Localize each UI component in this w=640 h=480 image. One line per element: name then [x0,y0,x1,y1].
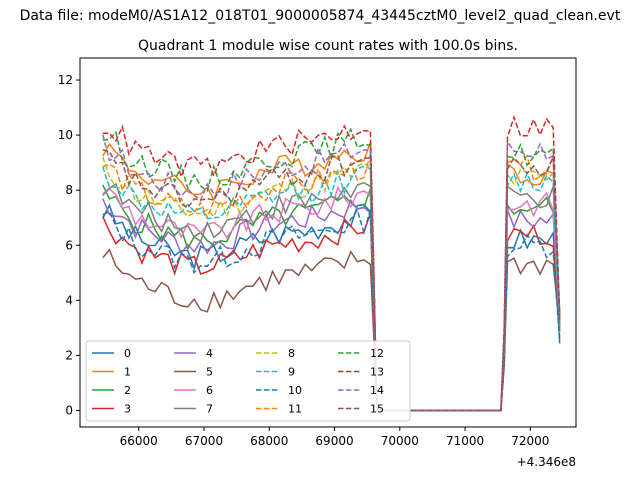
x-tick-label: 71000 [446,434,484,448]
y-tick-label: 2 [65,348,73,362]
legend-label-4: 4 [206,347,213,360]
legend-label-5: 5 [206,366,213,379]
legend-label-12: 12 [370,347,384,360]
legend-box [85,340,411,422]
x-tick-label: 66000 [120,434,158,448]
series-line-13 [102,114,561,412]
x-tick-label: 70000 [381,434,419,448]
plot-area-frame [79,57,577,428]
y-axis: 0 2 4 6 8 10 12 [58,73,80,417]
legend-label-0: 0 [124,347,131,360]
legend-label-7: 7 [206,403,213,416]
series-line-15 [102,148,561,412]
legend-label-2: 2 [124,384,131,397]
figure-suptitle: Data file: modeM0/AS1A12_018T01_90000058… [20,8,621,24]
y-tick-label: 6 [65,238,73,252]
x-tick-label: 72000 [511,434,549,448]
x-axis: 66000 67000 68000 69000 70000 71000 72000 [120,427,549,448]
x-tick-label: 67000 [185,434,223,448]
series-line-10 [102,208,561,412]
legend-label-14: 14 [370,384,384,397]
legend-label-15: 15 [370,403,384,416]
y-tick-label: 4 [65,293,73,307]
legend-label-1: 1 [124,366,131,379]
x-tick-label: 69000 [315,434,353,448]
chart-title: Quadrant 1 module wise count rates with … [138,38,518,54]
y-tick-label: 10 [58,128,73,142]
x-tick-label: 68000 [250,434,288,448]
legend-label-9: 9 [288,366,295,379]
y-tick-label: 0 [65,403,73,417]
y-tick-label: 8 [65,183,73,197]
legend-label-6: 6 [206,384,213,397]
y-tick-label: 12 [58,73,73,87]
legend-label-8: 8 [288,347,295,360]
legend-label-3: 3 [124,403,131,416]
legend-label-10: 10 [288,384,302,397]
series-lines [102,114,561,412]
x-offset-label: +4.346e8 [517,455,576,469]
legend-label-11: 11 [288,403,302,416]
legend-label-13: 13 [370,366,384,379]
